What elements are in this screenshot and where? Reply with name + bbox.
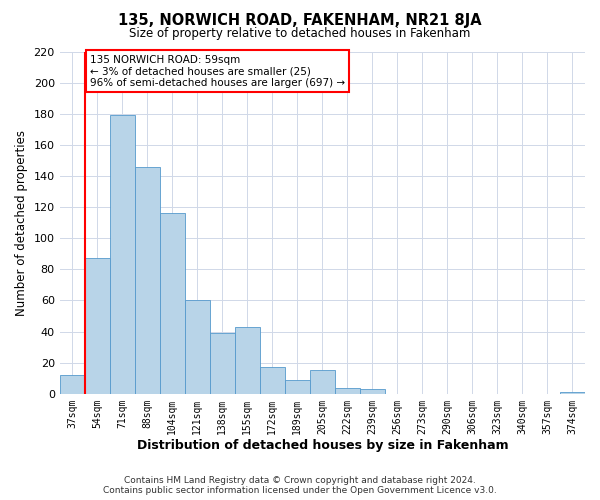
Text: Size of property relative to detached houses in Fakenham: Size of property relative to detached ho…	[130, 28, 470, 40]
Bar	[210, 333, 235, 394]
Y-axis label: Number of detached properties: Number of detached properties	[15, 130, 28, 316]
Bar	[335, 388, 360, 394]
Text: 135 NORWICH ROAD: 59sqm
← 3% of detached houses are smaller (25)
96% of semi-det: 135 NORWICH ROAD: 59sqm ← 3% of detached…	[89, 54, 345, 88]
Text: Contains HM Land Registry data © Crown copyright and database right 2024.: Contains HM Land Registry data © Crown c…	[124, 476, 476, 485]
Bar	[59, 375, 85, 394]
Bar	[260, 368, 285, 394]
Bar	[310, 370, 335, 394]
Text: Contains public sector information licensed under the Open Government Licence v3: Contains public sector information licen…	[103, 486, 497, 495]
Bar	[235, 327, 260, 394]
X-axis label: Distribution of detached houses by size in Fakenham: Distribution of detached houses by size …	[137, 440, 508, 452]
Bar	[185, 300, 210, 394]
Bar	[560, 392, 585, 394]
Text: 135, NORWICH ROAD, FAKENHAM, NR21 8JA: 135, NORWICH ROAD, FAKENHAM, NR21 8JA	[118, 12, 482, 28]
Bar	[110, 116, 135, 394]
Bar	[135, 166, 160, 394]
Bar	[85, 258, 110, 394]
Bar	[285, 380, 310, 394]
Bar	[160, 214, 185, 394]
Bar	[360, 389, 385, 394]
